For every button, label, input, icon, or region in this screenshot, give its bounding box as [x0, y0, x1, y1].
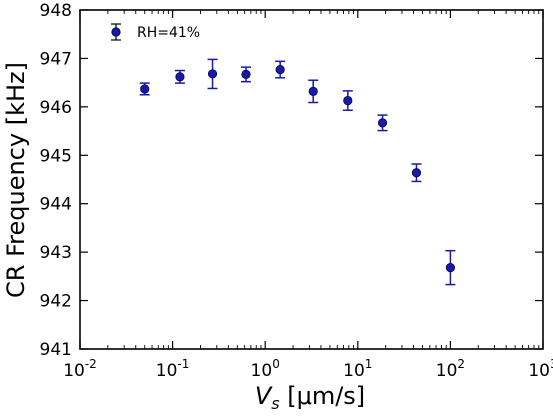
y-tick-label: 943: [40, 243, 72, 263]
y-tick-labels: 941 942 943 944 945 946 947 948: [40, 1, 72, 360]
x-tick-labels: 10-2 10-1 100 101 102 103: [63, 357, 553, 381]
x-tick-label: 10-2: [63, 357, 97, 381]
x-tick-label: 10-1: [156, 357, 190, 381]
data-point: [275, 64, 285, 75]
y-tick-label: 945: [40, 146, 72, 166]
x-ticks: [79, 10, 544, 349]
data-point: [241, 69, 251, 80]
y-tick-label: 941: [40, 340, 72, 360]
data-point: [445, 263, 455, 273]
minor-x-ticks: [107, 10, 540, 349]
error-bars: [139, 58, 456, 286]
data-point: [175, 72, 185, 82]
legend: RH=41%: [111, 23, 200, 41]
x-tick-label: 101: [343, 357, 372, 381]
x-axis-unit: [μm/s]: [280, 382, 366, 410]
y-tick-label: 947: [40, 49, 72, 69]
data-point: [207, 69, 218, 79]
plot-frame: [79, 9, 544, 350]
data-points: [140, 64, 455, 273]
x-tick-label: 100: [251, 357, 280, 381]
legend-marker: [111, 27, 121, 37]
legend-label: RH=41%: [137, 25, 200, 41]
y-tick-label: 948: [40, 1, 72, 21]
y-tick-label: 946: [40, 98, 72, 118]
y-tick-label: 942: [40, 292, 72, 312]
data-point: [377, 118, 388, 128]
x-tick-label: 103: [528, 357, 553, 381]
x-axis-sub: s: [271, 394, 279, 413]
x-tick-label: 102: [436, 357, 465, 381]
data-point: [343, 95, 353, 106]
y-ticks: [80, 9, 543, 350]
data-point: [140, 84, 150, 94]
y-tick-label: 944: [40, 195, 72, 215]
x-axis-var: V: [255, 382, 273, 410]
data-point: [308, 86, 318, 96]
data-point: [411, 168, 422, 178]
y-axis-title: CR Frequency [kHz]: [2, 62, 30, 298]
x-axis-title: Vs [μm/s]: [255, 382, 365, 413]
